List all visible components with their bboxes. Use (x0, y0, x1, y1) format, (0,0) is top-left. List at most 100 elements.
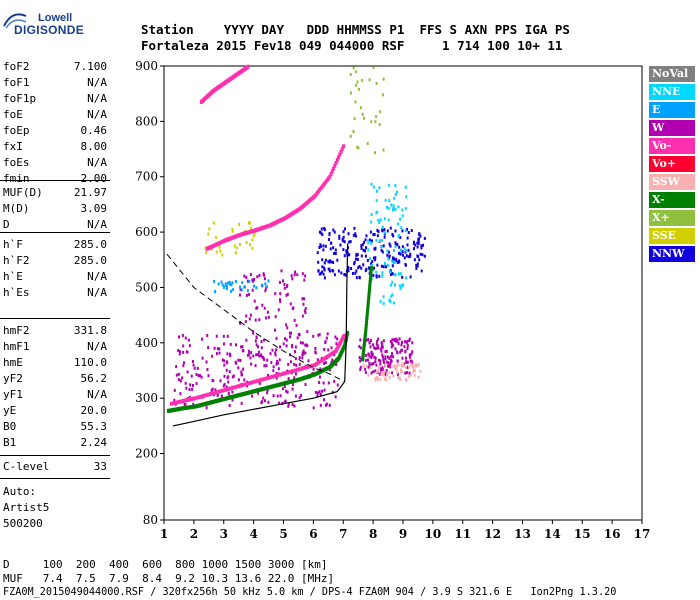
scatter-point (225, 360, 228, 364)
param-value: N/A (87, 76, 107, 89)
trace-point (369, 271, 373, 276)
scatter-point (375, 342, 378, 346)
param-name: yF1 (3, 388, 23, 401)
scatter-point (255, 343, 258, 347)
scatter-point (286, 292, 289, 296)
trace-point (369, 274, 373, 279)
scatter-point (392, 206, 395, 210)
scatter-point (240, 373, 243, 377)
scatter-point (376, 339, 379, 343)
scatter-point (323, 268, 326, 272)
param-value: N/A (87, 270, 107, 283)
param-row: yF2 56.2 (3, 372, 107, 386)
scatter-point (387, 257, 390, 261)
scatter-point (387, 361, 390, 365)
scatter-point (306, 329, 309, 333)
x-tick-label: 4 (249, 527, 257, 541)
scatter-point (348, 253, 351, 257)
scatter-point (244, 320, 247, 324)
scatter-point (375, 377, 378, 381)
scatter-point (342, 230, 345, 234)
scatter-point (237, 366, 240, 370)
scatter-point (233, 244, 236, 248)
scatter-point (395, 258, 398, 262)
trace-point (276, 373, 280, 378)
scatter-point (287, 402, 290, 406)
scatter-point (394, 192, 397, 196)
scatter-point (239, 358, 242, 362)
scatter-point (240, 401, 243, 405)
scatter-point (287, 377, 290, 381)
scatter-point (357, 87, 360, 91)
scatter-point (406, 347, 409, 351)
scatter-point (324, 244, 327, 248)
scatter-point (272, 394, 275, 398)
scatter-point (251, 394, 254, 398)
scatter-point (370, 354, 373, 358)
scatter-point (334, 248, 337, 252)
scatter-point (277, 308, 280, 312)
scatter-point (232, 374, 235, 378)
scatter-point (396, 376, 399, 380)
legend-item: NNW (649, 246, 695, 262)
scatter-point (378, 186, 381, 190)
scatter-point (402, 283, 405, 287)
scatter-point (354, 232, 357, 236)
scatter-point (265, 284, 268, 288)
trace-point (366, 307, 370, 312)
scatter-point (389, 226, 392, 230)
scatter-point (304, 382, 307, 386)
trace-point (283, 371, 287, 376)
scatter-point (391, 352, 394, 356)
scatter-point (175, 373, 178, 377)
scatter-point (416, 264, 419, 268)
trace-point (369, 268, 373, 273)
scatter-point (333, 273, 336, 277)
scatter-point (374, 258, 377, 262)
scatter-point (243, 285, 246, 289)
scatter-point (365, 365, 368, 369)
scatter-point (261, 303, 264, 307)
scatter-point (264, 316, 267, 320)
scatter-point (225, 368, 228, 372)
param-row: B0 55.3 (3, 420, 107, 434)
scatter-point (196, 366, 199, 370)
scatter-point (370, 239, 373, 243)
scatter-point (382, 370, 385, 374)
trace-point (261, 377, 265, 382)
scatter-point (256, 353, 259, 357)
scatter-point (215, 352, 218, 356)
scatter-point (392, 260, 395, 264)
scatter-point (206, 368, 209, 372)
scatter-point (395, 367, 398, 371)
scatter-point (246, 279, 249, 283)
scatter-point (379, 377, 382, 381)
scatter-point (412, 365, 415, 369)
param-value: N/A (87, 218, 107, 231)
scatter-point (324, 403, 327, 407)
scatter-point (277, 367, 280, 371)
scatter-point (382, 265, 385, 269)
scatter-point (390, 203, 393, 207)
scatter-point (385, 349, 388, 353)
scatter-point (406, 344, 409, 348)
scatter-point (388, 371, 391, 375)
scatter-point (364, 238, 367, 242)
scatter-point (304, 307, 307, 311)
scatter-point (394, 367, 397, 371)
scatter-point (293, 273, 296, 277)
scatter-point (275, 362, 278, 366)
x-tick-label: 15 (574, 527, 591, 541)
param-value: N/A (87, 156, 107, 169)
trace-point (246, 381, 250, 386)
param-value: 56.2 (80, 372, 108, 385)
scatter-point (204, 246, 207, 250)
param-name: hmE (3, 356, 23, 369)
scatter-point (247, 221, 250, 225)
scatter-point (321, 270, 324, 274)
scatter-point (258, 350, 261, 354)
scatter-point (375, 270, 378, 274)
scatter-point (386, 229, 389, 233)
scatter-point (349, 91, 352, 95)
scatter-point (399, 236, 402, 240)
